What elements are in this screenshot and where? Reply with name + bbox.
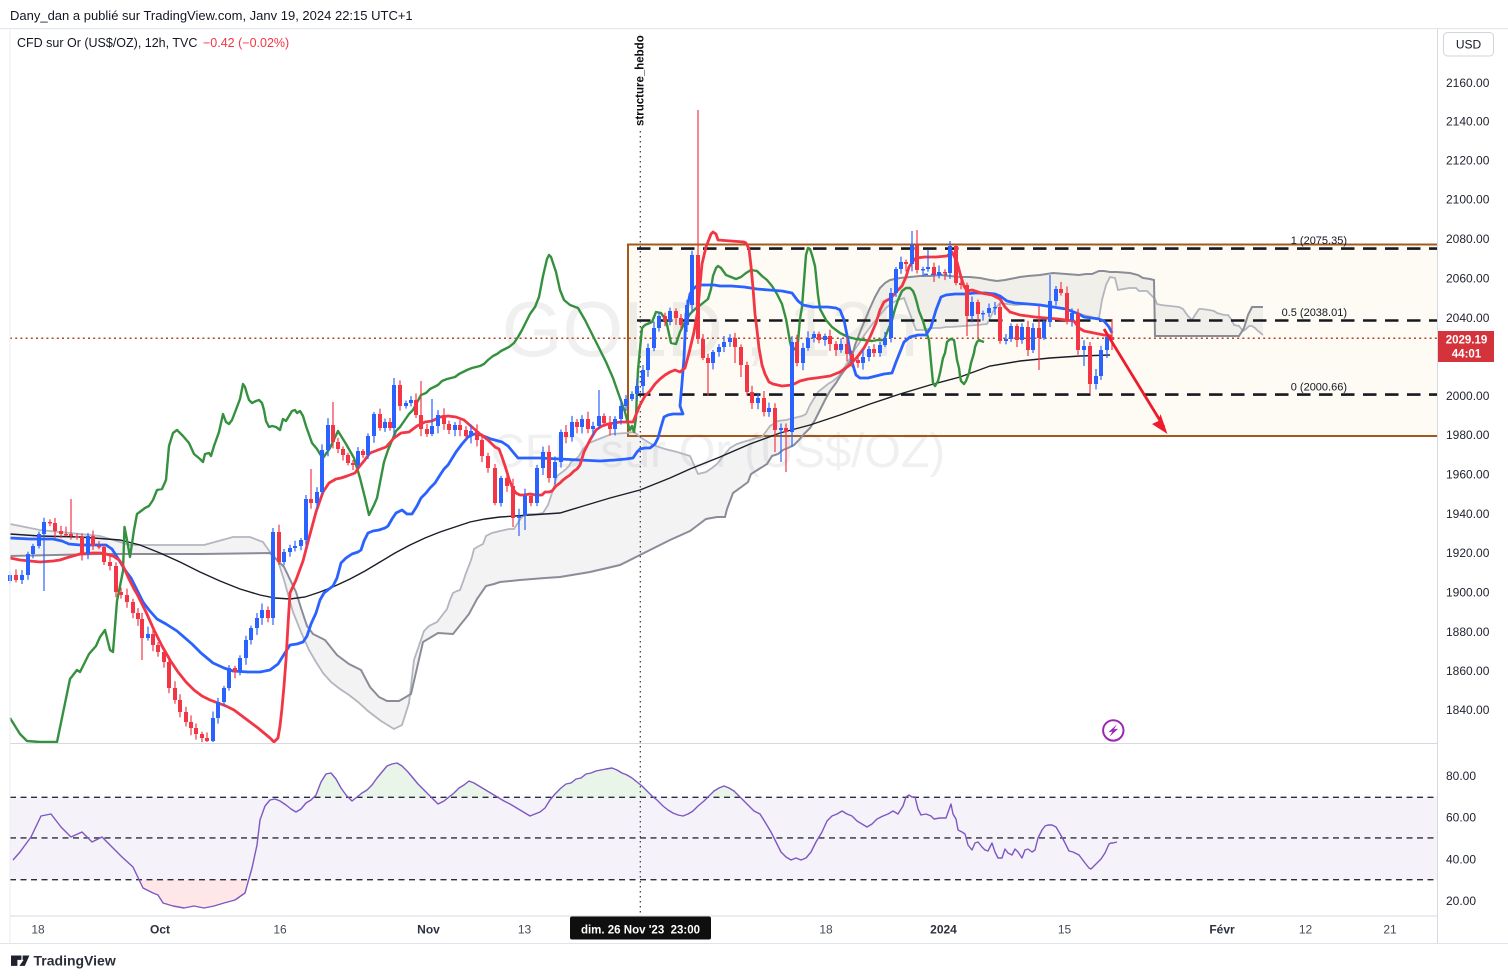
svg-text:2060.00: 2060.00 [1446,272,1490,286]
svg-text:1960.00: 1960.00 [1446,468,1490,482]
svg-text:1880.00: 1880.00 [1446,625,1490,639]
svg-text:dim. 26 Nov '23 23:00: dim. 26 Nov '23 23:00 [581,925,700,937]
svg-text:1860.00: 1860.00 [1446,664,1490,678]
svg-text:2160.00: 2160.00 [1446,76,1490,90]
svg-text:structure_hebdo: structure_hebdo [635,35,647,126]
svg-text:1920.00: 1920.00 [1446,546,1490,560]
svg-text:2029.19: 2029.19 [1446,335,1488,347]
svg-text:2100.00: 2100.00 [1446,193,1490,207]
svg-text:18: 18 [31,923,45,937]
svg-text:13: 13 [518,923,532,937]
svg-text:1840.00: 1840.00 [1446,703,1490,717]
svg-text:Dany_dan a publié sur TradingV: Dany_dan a publié sur TradingView.com, J… [10,8,413,23]
svg-text:60.00: 60.00 [1446,811,1476,825]
svg-text:40.00: 40.00 [1446,852,1476,866]
svg-text:0 (2000.66): 0 (2000.66) [1291,382,1347,394]
svg-text:20.00: 20.00 [1446,894,1476,908]
svg-text:2000.00: 2000.00 [1446,389,1490,403]
svg-text:21: 21 [1383,923,1397,937]
svg-text:1940.00: 1940.00 [1446,507,1490,521]
svg-text:2120.00: 2120.00 [1446,154,1490,168]
svg-text:0.5 (2038.01): 0.5 (2038.01) [1282,307,1347,319]
svg-text:12: 12 [1299,923,1313,937]
svg-text:USD: USD [1456,38,1482,52]
svg-text:15: 15 [1058,923,1072,937]
svg-text:−0.42 (−0.02%): −0.42 (−0.02%) [203,36,289,50]
svg-text:Févr: Févr [1209,923,1235,937]
svg-text:1980.00: 1980.00 [1446,428,1490,442]
svg-text:TradingView: TradingView [34,953,116,969]
svg-text:1900.00: 1900.00 [1446,586,1490,600]
svg-text:16: 16 [273,923,287,937]
svg-text:1 (2075.35): 1 (2075.35) [1291,235,1347,247]
svg-text:44:01: 44:01 [1452,349,1482,361]
svg-text:18: 18 [819,923,833,937]
svg-text:Oct: Oct [150,923,170,937]
svg-text:2040.00: 2040.00 [1446,311,1490,325]
svg-text:2140.00: 2140.00 [1446,115,1490,129]
svg-text:80.00: 80.00 [1446,769,1476,783]
svg-text:Nov: Nov [417,923,440,937]
svg-text:CFD sur Or (US$/OZ), 12h, TVC: CFD sur Or (US$/OZ), 12h, TVC [17,36,197,50]
svg-text:2080.00: 2080.00 [1446,232,1490,246]
svg-text:2024: 2024 [930,923,957,937]
